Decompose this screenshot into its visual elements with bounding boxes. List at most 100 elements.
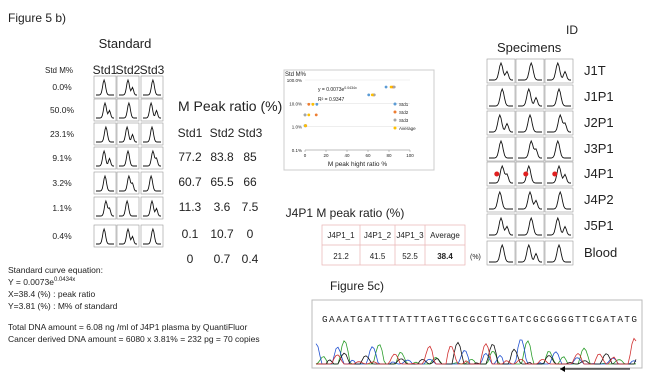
legend-label: Std1 — [399, 102, 409, 107]
figure-label: Figure 5 b) — [8, 11, 66, 25]
table-value: 52.5 — [402, 252, 418, 261]
trace-box — [545, 137, 573, 161]
peak-value: 7.5 — [242, 200, 259, 214]
eq-heading: Standard curve equation: — [8, 265, 103, 275]
peak-value: 0 — [247, 227, 254, 241]
point — [315, 103, 318, 106]
specimen-id: J4P2 — [584, 192, 614, 207]
std-row-label: 1.1% — [52, 203, 72, 213]
j4p1-title: J4P1 M peak ratio (%) — [286, 206, 405, 220]
peak-value: 65.5 — [210, 175, 234, 189]
dna-total: Total DNA amount = 6.08 ng /ml of J4P1 p… — [8, 322, 247, 332]
peak-value: 83.8 — [210, 150, 234, 164]
peak-value: 85 — [243, 150, 257, 164]
standard-title: Standard — [99, 36, 152, 51]
specimen-id: Blood — [584, 245, 617, 260]
legend-swatch — [394, 103, 397, 106]
legend-label: Std3 — [399, 118, 409, 123]
table-header: Average — [430, 231, 460, 240]
x-tick-label: 80 — [386, 153, 392, 158]
specimen-id: J4P1 — [584, 166, 614, 181]
equation-exp: 0.0434x — [344, 86, 357, 90]
y-tick-label: 10.0% — [289, 101, 302, 106]
table-header: J4P1_1 — [327, 231, 355, 240]
point — [371, 93, 374, 96]
legend-swatch — [394, 119, 397, 122]
figure-c-label: Figure 5c) — [330, 279, 384, 293]
table-header: J4P1_3 — [396, 231, 424, 240]
specimen-id: J1T — [584, 63, 606, 78]
point — [390, 86, 393, 89]
point — [311, 103, 314, 106]
id-header: ID — [566, 23, 578, 37]
std-col-header: Std3 — [140, 63, 165, 77]
peak-value: 0 — [187, 252, 194, 266]
x-tick-label: 40 — [344, 153, 350, 158]
trace-box — [487, 85, 515, 109]
trace-box — [487, 241, 515, 265]
equation-base: y = 0.0073e — [318, 87, 344, 93]
table-value: 38.4 — [437, 252, 453, 261]
eq-yv: Y=3.81 (%) : M% of standard — [8, 301, 118, 311]
trace-box — [516, 59, 544, 83]
x-tick-label: 100 — [406, 153, 414, 158]
point — [315, 113, 318, 116]
specimen-id: J1P1 — [584, 89, 614, 104]
peak-value: 11.3 — [179, 200, 202, 214]
dna-cancer: Cancer derived DNA amount = 6080 x 3.81%… — [8, 334, 260, 344]
point — [307, 113, 310, 116]
std-row-label: 0.4% — [52, 231, 72, 241]
std-row-label: 0.0% — [52, 82, 72, 92]
eq-x: X=38.4 (%) : peak ratio — [8, 289, 95, 299]
point — [367, 93, 370, 96]
peak-value: 60.7 — [178, 175, 202, 189]
y-tick-label: 0.1% — [292, 148, 302, 153]
specimens-title: Specimens — [497, 40, 562, 55]
row-header: Std M% — [45, 66, 73, 75]
std-col-header: Std2 — [116, 63, 141, 77]
x-tick-label: 60 — [365, 153, 371, 158]
table-value: 21.2 — [333, 252, 349, 261]
table-unit: (%) — [470, 254, 481, 261]
peak-value: 0.7 — [214, 252, 231, 266]
legend-swatch — [394, 111, 397, 114]
peak-col-header: Std1 — [178, 126, 203, 140]
x-axis-label: M peak hight ratio % — [328, 161, 387, 168]
point — [307, 103, 310, 106]
y-tick-label: 100.0% — [287, 78, 302, 83]
legend-label: Average — [399, 126, 416, 131]
std-row-label: 23.1% — [50, 129, 75, 139]
std-row-label: 9.1% — [52, 153, 72, 163]
point — [304, 113, 307, 116]
std-row-label: 3.2% — [52, 178, 72, 188]
legend-label: Std2 — [399, 110, 409, 115]
point — [393, 86, 396, 89]
std-row-label: 50.0% — [50, 105, 75, 115]
peak-value: 3.6 — [214, 200, 231, 214]
peak-col-header: Std3 — [238, 126, 263, 140]
r-squared: R² = 0.9347 — [318, 97, 344, 103]
trace-box — [516, 162, 544, 186]
peak-value: 66 — [243, 175, 257, 189]
peak-title: M Peak ratio (%) — [178, 98, 282, 114]
specimen-id: J2P1 — [584, 115, 614, 130]
eq-y-base: Y = 0.0073e — [8, 277, 54, 287]
y-axis-label: Std M% — [285, 72, 307, 78]
trace-box — [545, 188, 573, 212]
marker-dot — [552, 172, 557, 177]
specimen-id: J5P1 — [584, 218, 614, 233]
eq-y-exp: 0.0434x — [54, 277, 75, 283]
peak-col-header: Std2 — [210, 126, 235, 140]
legend-swatch — [394, 127, 397, 130]
peak-value: 10.7 — [210, 227, 234, 241]
chromatogram-frame — [312, 300, 642, 368]
y-tick-label: 1.0% — [292, 125, 302, 130]
trace-box — [516, 214, 544, 238]
figure: Figure 5 b) Standard Std M% M Peak ratio… — [0, 0, 653, 376]
table-header: J4P1_2 — [364, 231, 392, 240]
marker-dot — [523, 172, 528, 177]
peak-value: 0.1 — [182, 227, 199, 241]
peak-value: 77.2 — [178, 150, 202, 164]
sequence: GAAATGATTTTATTTAGTTGCGCGTTGATCGCGGGGTTCG… — [322, 314, 637, 325]
marker-dot — [494, 172, 499, 177]
